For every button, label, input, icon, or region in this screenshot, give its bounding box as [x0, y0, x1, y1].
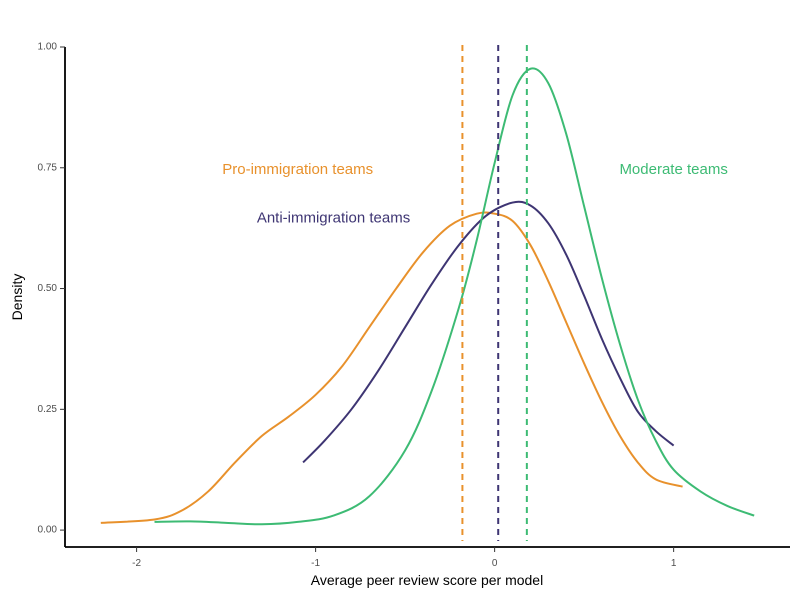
density-curve-moderate-teams: [154, 67, 755, 526]
annotation-moderate-teams: Moderate teams: [619, 161, 727, 178]
y-tick-label: 0.75: [38, 162, 58, 173]
density-curve-anti-immigration-teams: [302, 200, 675, 464]
x-tick-label: -2: [132, 558, 141, 569]
series-annotations: Pro-immigration teams Anti-immigration te…: [222, 161, 728, 226]
annotation-pro-immigration-teams: Pro-immigration teams: [222, 161, 373, 178]
y-tick-label: 0.00: [38, 525, 58, 536]
mean-lines: [461, 45, 528, 541]
x-tick-label: 1: [671, 558, 677, 569]
annotation-anti-immigration-teams: Anti-immigration teams: [257, 209, 410, 226]
y-tick-label: 0.25: [38, 404, 58, 415]
x-axis-ticks: -2 -1 0 1: [132, 547, 677, 569]
density-curve-pro-immigration-teams: [100, 211, 683, 524]
x-axis-title: Average peer review score per model: [311, 572, 543, 588]
y-axis-ticks: 0.00 0.25 0.50 0.75 1.00: [38, 42, 65, 536]
y-axis-title: Density: [9, 274, 25, 321]
x-tick-label: -1: [311, 558, 320, 569]
y-tick-label: 1.00: [38, 42, 58, 53]
density-curves: [100, 67, 755, 526]
x-tick-label: 0: [492, 558, 498, 569]
y-tick-label: 0.50: [38, 283, 58, 294]
